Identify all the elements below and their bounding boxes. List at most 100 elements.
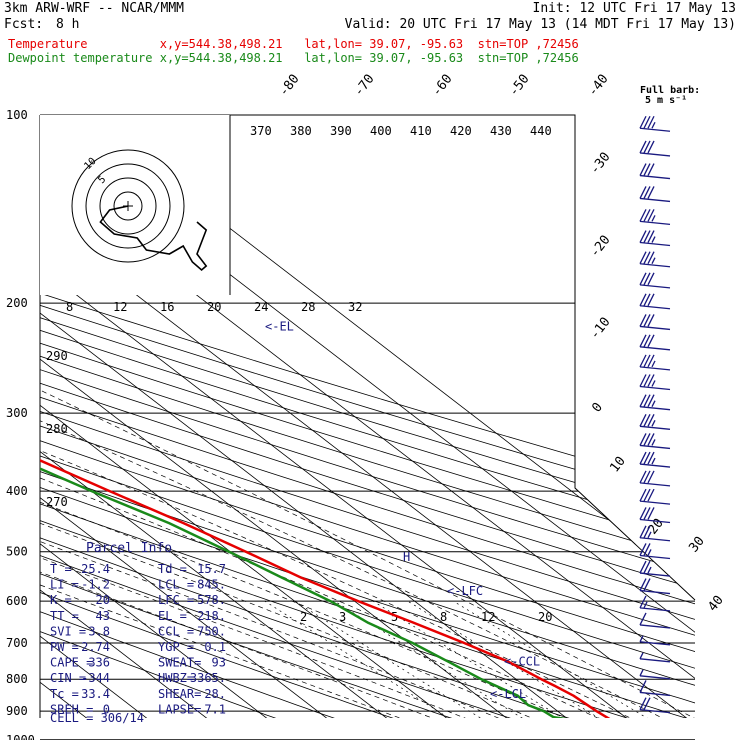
wind-barb <box>639 433 671 450</box>
moist-adiabat <box>40 302 695 718</box>
parcel-info-cell: 93 <box>212 656 226 670</box>
isotherm-label: -70 <box>351 72 377 100</box>
plot-frame <box>40 114 696 601</box>
parcel-info-cell: TT = <box>50 609 79 623</box>
wind-barb-feather <box>647 488 655 502</box>
wind-barb <box>639 140 671 157</box>
wind-barb-shaft <box>639 284 671 289</box>
wind-barb-feather <box>639 334 647 348</box>
mixing-ratio-line <box>372 600 620 718</box>
wind-barb-half <box>651 121 656 129</box>
wind-barb-feather <box>643 560 651 574</box>
theta-label: 380 <box>290 124 312 138</box>
wind-barb <box>639 488 671 505</box>
parcel-info-cell: 20 <box>96 593 110 607</box>
isotherm <box>40 115 553 718</box>
moist-adiabat <box>40 302 553 718</box>
isotherm <box>40 115 493 718</box>
wind-barb-feather <box>643 272 651 286</box>
wind-barb-feather <box>647 433 655 446</box>
wind-barb-feather <box>643 354 651 368</box>
isotherm-label: -30 <box>587 150 613 178</box>
wind-barb <box>639 451 671 468</box>
dry-adiabat <box>40 115 496 718</box>
wind-barb-feather <box>643 251 651 265</box>
wind-barb-shaft <box>639 385 671 391</box>
wind-barb-feather <box>643 293 651 307</box>
wind-barb-shaft <box>639 675 671 680</box>
parcel-info-panel: Parcel Info T = 25.4 Td = 15.7 LI = -1.2 LCL = 8… <box>50 541 226 725</box>
wind-barb-half <box>647 531 652 539</box>
wind-barb-feather <box>643 470 651 484</box>
pressure-label: 800 <box>6 672 28 686</box>
wind-barb <box>639 251 671 268</box>
wind-barb-half <box>639 669 644 677</box>
wind-barb-feather <box>639 680 647 693</box>
wind-barb <box>639 163 671 180</box>
wind-scale-label: 28 <box>301 300 315 314</box>
parcel-info-cell-motion: CELL = 306/14 <box>50 711 144 725</box>
isotherm <box>40 115 253 718</box>
wind-barb-feather <box>639 272 647 286</box>
wind-barb-feather <box>639 314 647 327</box>
wind-barb <box>639 354 671 371</box>
pressure-label: 1000 <box>6 733 35 740</box>
wind-barb <box>639 314 671 331</box>
wind-barb-feather <box>639 697 647 710</box>
pressure-label: 700 <box>6 636 28 650</box>
isotherm <box>40 115 673 718</box>
parcel-info-cell: T = <box>50 562 72 576</box>
wind-barb-shaft <box>639 305 671 310</box>
pressure-label: 600 <box>6 594 28 608</box>
wind-barb-feather <box>639 293 647 307</box>
wind-barb <box>639 272 671 289</box>
wind-barb-half <box>651 400 656 407</box>
wind-barb-half <box>647 566 652 574</box>
wind-barb <box>639 374 671 391</box>
temperature-curve <box>40 115 695 718</box>
parcel-info-cell: 2.74 <box>81 640 110 654</box>
temperature-legend: Temperature x,y=544.38,498.21 lat,lon= 3… <box>8 37 579 51</box>
wind-barb-half <box>651 257 656 265</box>
wind-barb-feather <box>639 488 647 502</box>
wind-barb-feather <box>639 525 647 539</box>
wind-barb-shaft <box>639 572 671 577</box>
isotherm-label: -10 <box>587 315 613 343</box>
pressure-label: 900 <box>6 704 28 718</box>
wind-barb <box>639 470 671 487</box>
wind-scale-label: 32 <box>348 300 362 314</box>
wind-barb-half <box>651 360 656 368</box>
isotherm-label: -60 <box>429 72 455 100</box>
mixing-ratio-label: 5 <box>391 610 398 624</box>
dry-adiabat <box>40 115 374 718</box>
wind-barb-shaft <box>639 425 671 430</box>
dry-adiabat <box>40 115 695 718</box>
wind-barb-feather <box>643 543 651 556</box>
parcel-info-cell: HWBZ= <box>158 671 194 685</box>
mixing-ratio-line <box>294 600 537 718</box>
wind-barb-feather <box>639 578 647 591</box>
theta-label: 430 <box>490 124 512 138</box>
wind-barb-half <box>651 457 656 465</box>
parcel-info-cell: LCL = <box>158 578 194 592</box>
wind-barb-shaft <box>639 641 671 646</box>
dry-adiabat <box>40 115 695 718</box>
wind-barb-half <box>651 380 656 387</box>
moist-adiabat <box>40 302 643 718</box>
wind-barb-feather <box>647 163 655 176</box>
barb-legend-unit: 5 m s⁻¹ <box>645 95 687 106</box>
mixing-ratio-label: 2 <box>300 610 307 624</box>
moist-adiabat <box>40 302 493 718</box>
wind-barb <box>639 680 671 697</box>
wind-barb-feather <box>639 354 647 368</box>
wind-barb-feather <box>643 314 651 327</box>
wind-barb-shaft <box>639 518 671 524</box>
mixing-ratio-label: 12 <box>481 610 495 624</box>
moist-adiabat <box>40 302 523 718</box>
parcel-info-cell: 750. <box>197 624 226 638</box>
wind-barb-feather <box>647 451 655 465</box>
mixing-ratio-label: 20 <box>538 610 552 624</box>
parcel-info-cell: YGP = <box>158 640 194 654</box>
forecast-hours: 8 h <box>56 17 80 32</box>
wind-barb-half <box>651 420 656 427</box>
